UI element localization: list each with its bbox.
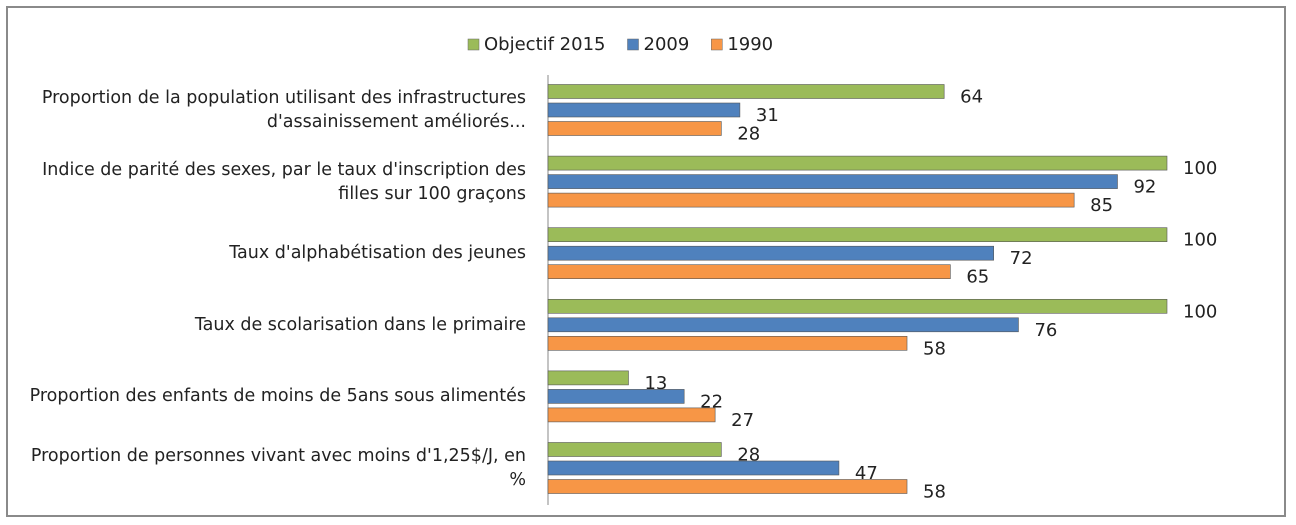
category-label: Proportion de personnes vivant avec moin… <box>30 446 526 490</box>
value-label: 85 <box>1090 195 1113 216</box>
legend-label: 2009 <box>644 34 690 55</box>
value-label: 47 <box>855 463 878 484</box>
value-label: 31 <box>756 105 779 126</box>
bar <box>547 389 685 404</box>
bar <box>547 84 945 99</box>
value-label: 72 <box>1010 248 1033 269</box>
bar <box>547 317 1019 333</box>
value-label: 100 <box>1183 301 1217 322</box>
bar <box>547 442 722 457</box>
legend-label: Objectif 2015 <box>484 34 606 55</box>
bar <box>547 174 1118 189</box>
chart-frame <box>6 6 1286 517</box>
value-label: 28 <box>737 445 760 466</box>
bar <box>547 370 629 386</box>
value-label: 13 <box>644 373 667 394</box>
value-label: 76 <box>1034 320 1057 341</box>
bar <box>547 264 951 280</box>
legend-swatch <box>711 38 723 51</box>
bar <box>547 479 908 494</box>
bar <box>547 245 994 261</box>
category-label: Indice de parité des sexes, par le taux … <box>42 159 526 204</box>
legend-swatch <box>627 38 639 51</box>
bar <box>547 460 840 476</box>
value-label: 27 <box>731 410 754 431</box>
value-label: 58 <box>923 338 946 359</box>
value-label: 65 <box>966 267 989 288</box>
value-label: 100 <box>1183 158 1217 179</box>
legend-swatch <box>467 38 480 51</box>
bar <box>547 102 741 118</box>
value-label: 58 <box>923 482 946 503</box>
bar <box>547 121 722 136</box>
category-label: Taux de scolarisation dans le primaire <box>194 314 526 335</box>
value-label: 100 <box>1183 230 1217 251</box>
bar <box>547 407 716 423</box>
bar <box>547 192 1075 208</box>
value-label: 22 <box>700 391 723 412</box>
value-label: 92 <box>1133 177 1156 198</box>
category-label: Proportion de la population utilisant de… <box>41 88 526 132</box>
bar <box>547 155 1168 171</box>
legend-label: 1990 <box>727 34 773 55</box>
category-label: Proportion des enfants de moins de 5ans … <box>29 386 526 407</box>
value-label: 64 <box>960 87 983 108</box>
category-label: Taux d'alphabétisation des jeunes <box>229 243 526 264</box>
bar <box>547 227 1168 242</box>
value-label: 28 <box>737 124 760 145</box>
bar <box>547 298 1168 314</box>
bar <box>547 335 908 351</box>
